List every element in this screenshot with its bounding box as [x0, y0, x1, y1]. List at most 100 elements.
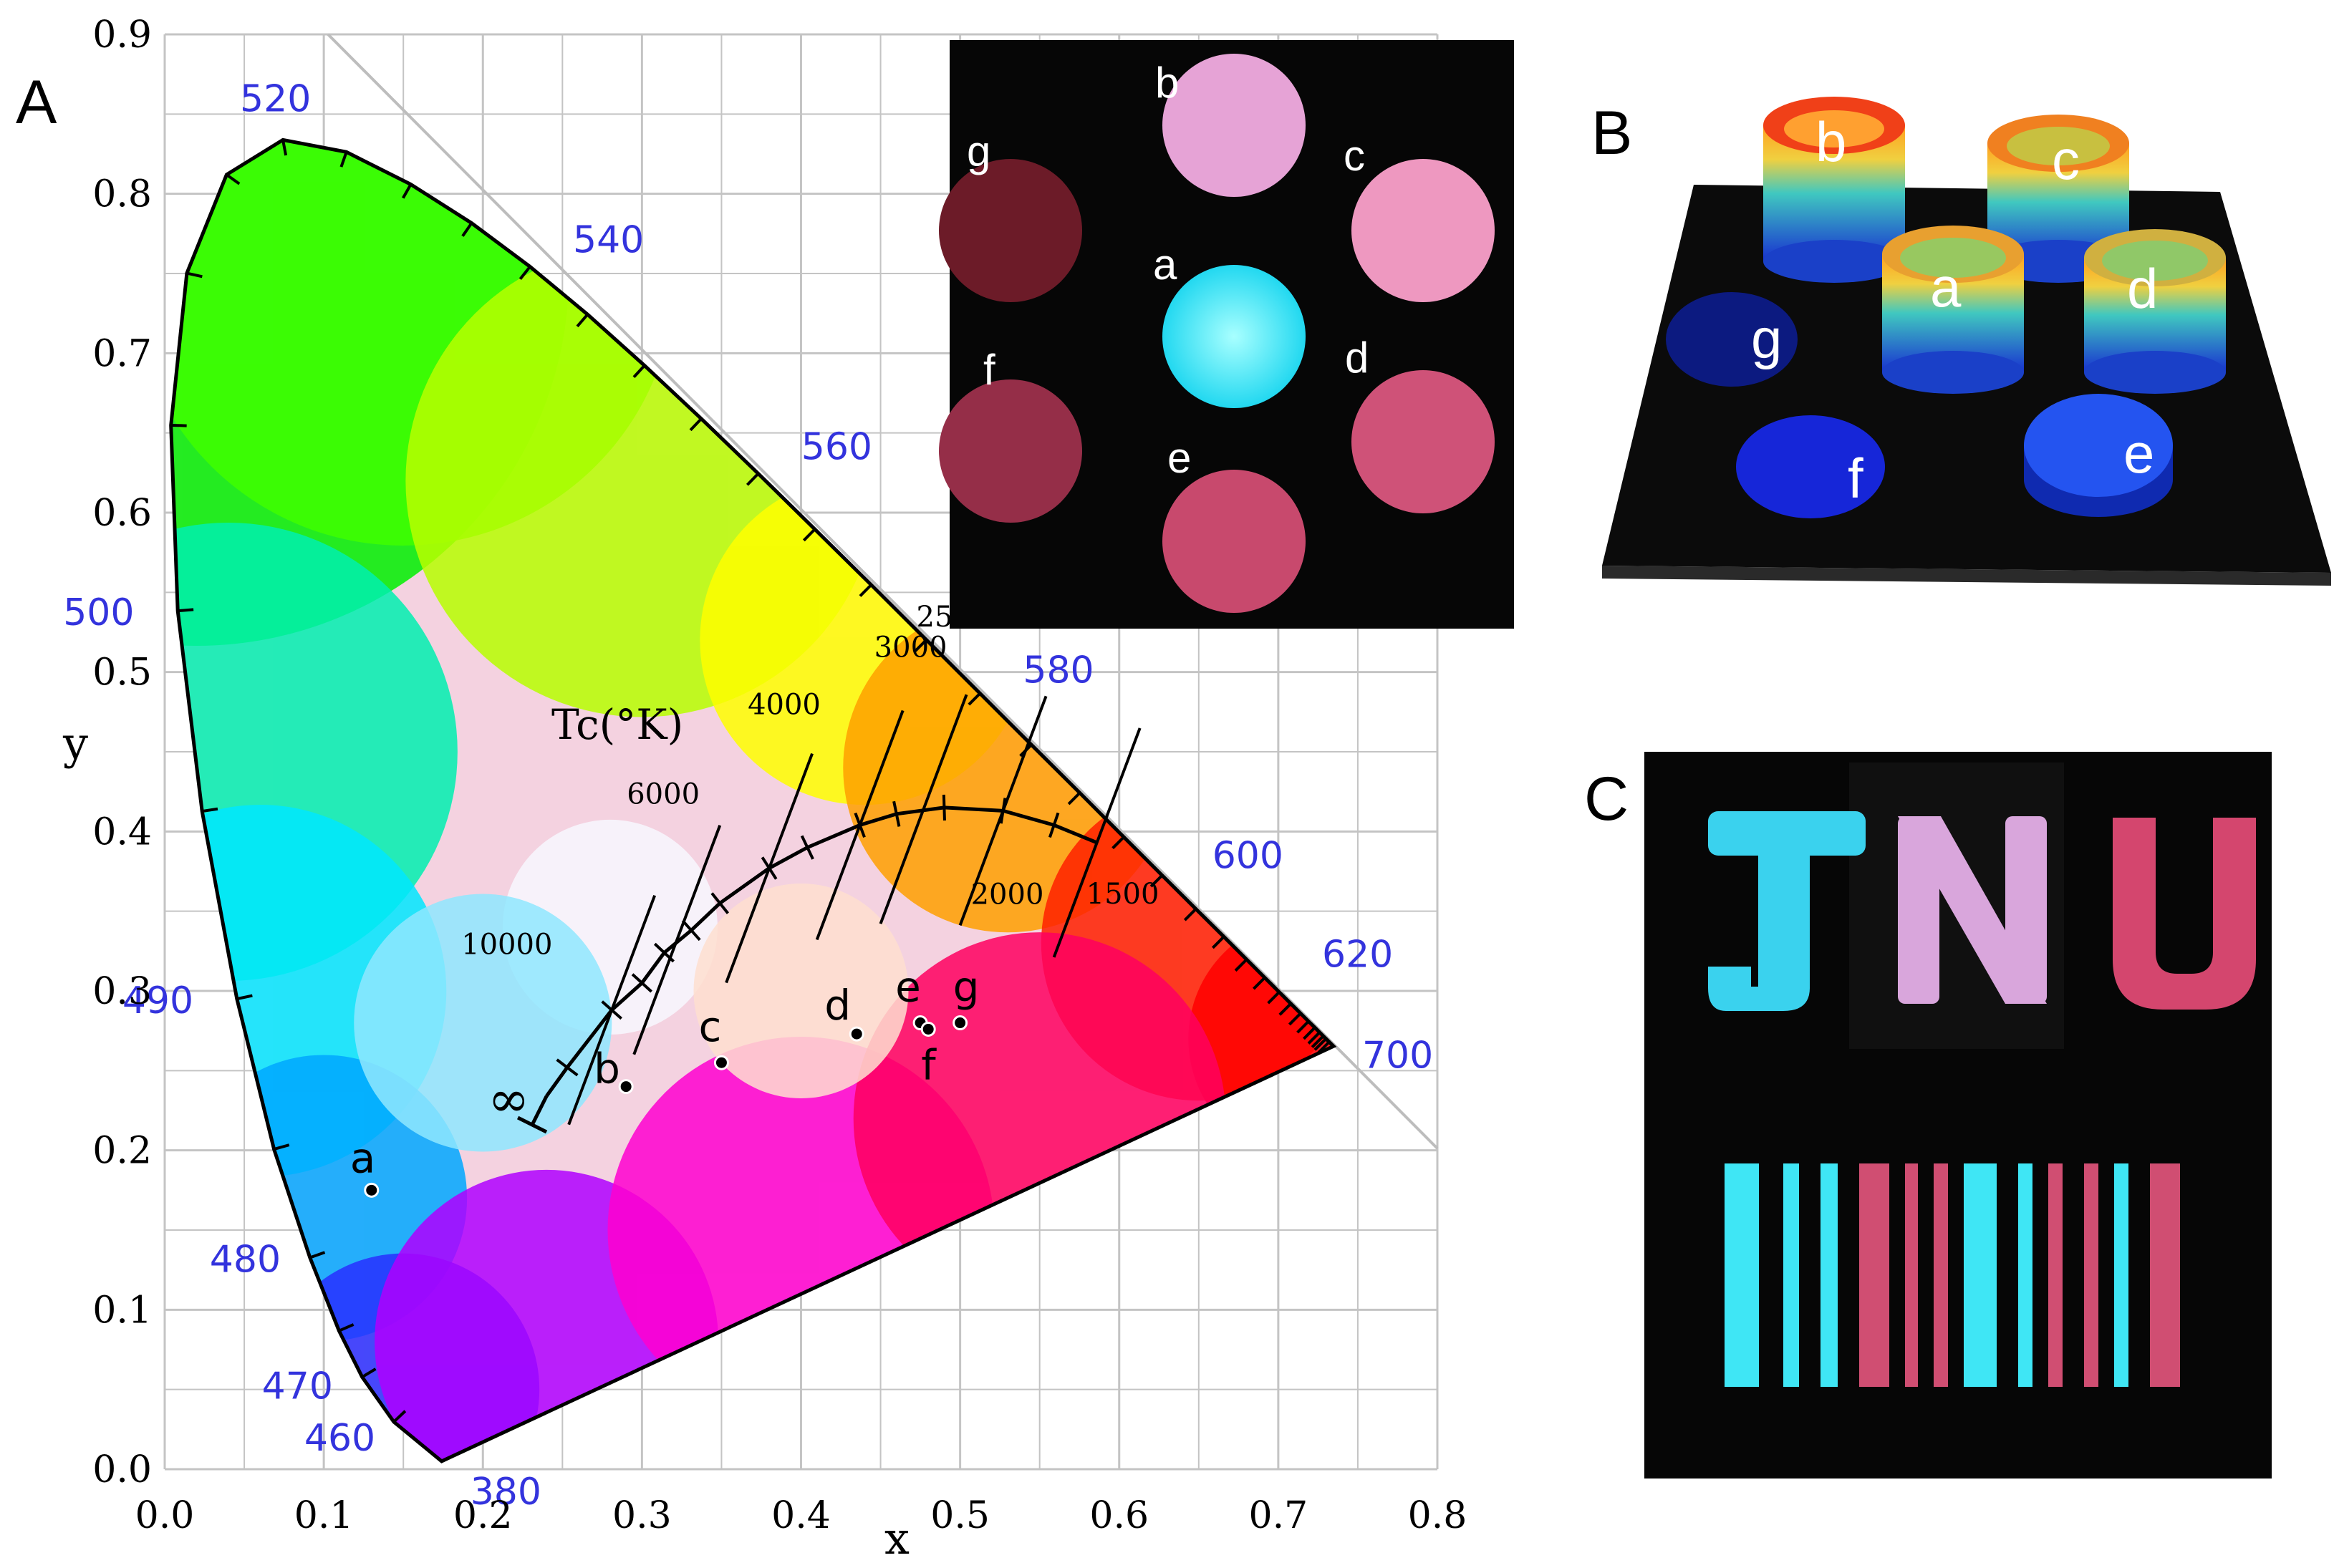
x-tick-label: 0.4: [771, 1494, 831, 1537]
wavelength-label: 490: [122, 979, 193, 1022]
sample-points: a b c d efg: [350, 963, 979, 1198]
isotherm-line: [725, 752, 814, 984]
locus-tick: [1211, 935, 1225, 949]
planckian-tick: [710, 892, 730, 914]
wavelength-label: 600: [1212, 835, 1283, 878]
x-tick-label: 0.6: [1089, 1494, 1149, 1537]
inset-disc-b: [1162, 54, 1306, 197]
barcode-bar: [1964, 1163, 1997, 1387]
wavelength-label: 470: [262, 1365, 333, 1408]
panel-a: A ∞10000600040003000250020001500 Tc(°K) …: [16, 14, 1514, 1564]
point-label-e: e: [895, 963, 921, 1012]
barcode-bar: [1859, 1163, 1889, 1387]
barcode-bar: [2084, 1163, 2098, 1387]
locus-tick: [281, 140, 288, 156]
y-tick-label: 0.2: [92, 1130, 152, 1173]
x-tick-label: 0.2: [453, 1494, 513, 1537]
locus-tick: [1234, 958, 1248, 972]
barcode-bar: [1821, 1163, 1838, 1387]
gamut-color-patch: [693, 884, 909, 1098]
axis-ticks: 0.0 0.1 0.2 0.3 0.4 0.5 0.6 0.7 0.8 0.0 0.1 0.2 0.3 0…: [92, 14, 1467, 1537]
locus-tick: [519, 266, 531, 280]
locus-tick: [1288, 1012, 1302, 1026]
y-tick-label: 0.3: [92, 970, 152, 1013]
y-tick-label: 0.4: [92, 810, 152, 853]
barcode: [1725, 1163, 2180, 1387]
y-tick-label: 0.5: [92, 652, 152, 695]
barcode-bar: [2048, 1163, 2063, 1387]
isotherm-label: 2000: [971, 878, 1044, 911]
point-b: [618, 1079, 634, 1095]
locus-tick: [746, 473, 760, 486]
panel-a-letter: A: [16, 68, 57, 137]
y-tick-label: 0.8: [92, 173, 152, 216]
barcode-bar: [1905, 1163, 1918, 1387]
inset-label-f: f: [983, 346, 995, 394]
purity-diagonal: [327, 33, 1439, 1150]
point-a: [364, 1182, 380, 1198]
isotherm-label: 6000: [627, 778, 700, 811]
disc-e-top: [2024, 394, 2173, 497]
point-label-a: a: [350, 1133, 376, 1182]
x-tick-label: 0.5: [930, 1494, 990, 1537]
point-f: [920, 1021, 936, 1037]
inset-label-a: a: [1153, 241, 1177, 289]
locus-tick: [914, 639, 927, 652]
b-label-b: b: [1815, 110, 1846, 173]
wavelength-label: 540: [573, 218, 644, 261]
b-label-d: d: [2127, 257, 2158, 320]
planckian-tick: [1048, 812, 1060, 838]
x-tick-label: 0.1: [294, 1494, 354, 1537]
disc-f: [1736, 415, 1885, 518]
x-tick-label: 0.0: [135, 1494, 195, 1537]
locus-tick: [309, 1251, 326, 1259]
y-axis-label: y: [62, 717, 88, 770]
locus-tick: [1296, 1020, 1310, 1034]
wavelength-labels: 380 460 470 480 490 500 520 540 560 580 600 620 700: [63, 77, 1433, 1513]
wavelength-label: 380: [471, 1471, 541, 1514]
wavelength-label: 560: [801, 425, 872, 468]
cylinder-d: [2084, 229, 2226, 394]
b-label-f: f: [1848, 447, 1863, 510]
inset-disc-f: [939, 379, 1082, 523]
inset-disc-a: [1162, 265, 1306, 408]
point-d: [849, 1026, 864, 1042]
spectral-locus: [169, 137, 1337, 1463]
locus-tick: [170, 423, 187, 427]
isotherm-line: [815, 710, 905, 941]
y-tick-label: 0.0: [92, 1448, 152, 1491]
point-c: [713, 1055, 729, 1070]
b-label-c: c: [2052, 128, 2080, 191]
point-label-d: d: [824, 981, 851, 1030]
locus-tick: [274, 1143, 290, 1151]
barcode-bar: [1725, 1163, 1759, 1387]
panel-b: B: [1591, 97, 2331, 586]
isotherm-label: 4000: [748, 689, 821, 722]
locus-tick: [402, 183, 413, 199]
planckian-label: Tc(°K): [551, 700, 683, 749]
wavelength-label: 500: [63, 591, 134, 634]
locus-tick: [1149, 874, 1164, 888]
locus-tick: [339, 151, 348, 168]
locus-tick: [1183, 908, 1197, 921]
barcode-bar: [1783, 1163, 1799, 1387]
y-tick-label: 0.1: [92, 1289, 152, 1332]
locus-tick: [392, 1410, 407, 1423]
isotherm-line: [632, 825, 722, 1055]
plate-edge: [1602, 566, 2331, 586]
x-tick-label: 0.7: [1249, 1494, 1308, 1537]
locus-tick: [802, 528, 816, 542]
cylinder-a: [1882, 226, 2024, 394]
x-tick-label: 0.3: [612, 1494, 672, 1537]
inset-label-e: e: [1167, 434, 1191, 482]
locus-tick: [968, 692, 981, 706]
inset-label-g: g: [967, 127, 990, 175]
y-tick-label: 0.9: [92, 14, 152, 57]
wavelength-label: 700: [1362, 1034, 1433, 1077]
planckian-tick: [942, 794, 946, 821]
panel-c: C: [1584, 752, 2272, 1479]
locus-tick: [338, 1323, 355, 1332]
locus-tick: [201, 807, 218, 813]
wavelength-label: 520: [240, 77, 311, 120]
